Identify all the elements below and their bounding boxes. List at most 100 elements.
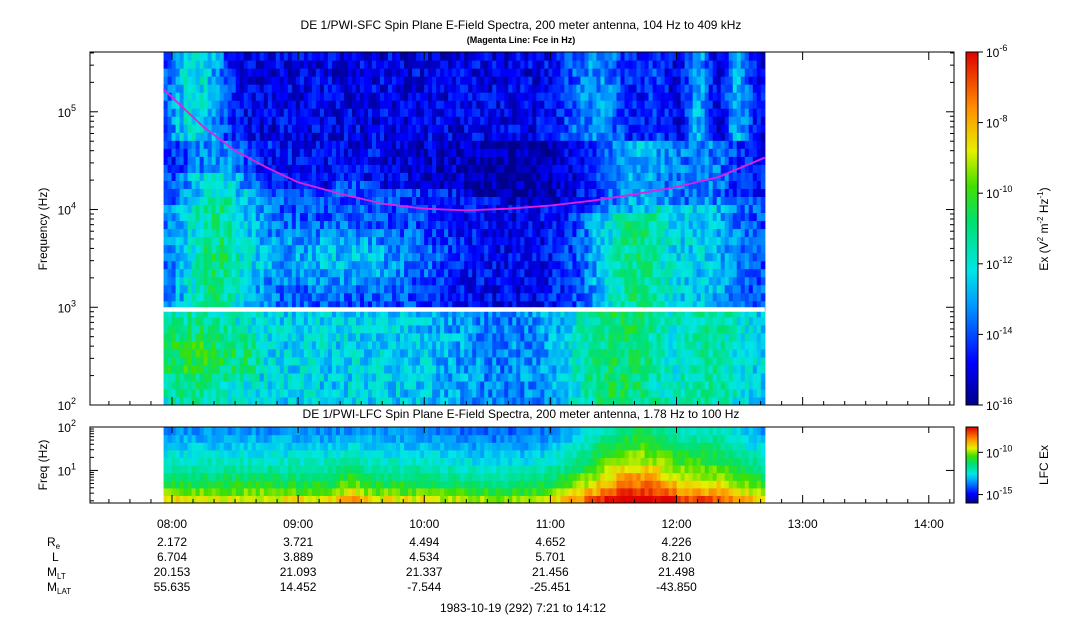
top-spectrogram-cell [500,324,505,334]
top-spectrogram-cell [420,68,425,77]
top-spectrogram-cell [299,236,305,246]
top-spectrogram-cell [380,116,385,125]
top-spectrogram-cell [424,212,429,222]
top-spectrogram-cell [508,244,513,254]
top-spectrogram-cell [175,284,181,294]
top-spectrogram-cell [440,52,445,61]
top-spectrogram-cell [444,124,449,133]
top-spectrogram-cell [372,308,377,318]
top-spectrogram-cell [307,148,313,157]
top-spectrogram-cell [420,340,425,350]
top-spectrogram-cell [404,308,409,318]
top-spectrogram-cell [480,212,485,222]
top-spectrogram-cell [267,156,273,165]
top-spectrogram-cell [243,396,249,405]
top-spectrogram-cell [339,324,345,334]
top-spectrogram-cell [323,372,329,382]
top-spectrogram-cell [584,156,590,165]
top-spectrogram-cell [251,148,257,157]
top-spectrogram-cell [207,284,213,294]
top-spectrogram-cell [408,300,413,310]
top-spectrogram-cell [464,124,469,133]
top-spectrogram-cell [195,132,201,141]
top-spectrogram-cell [584,188,590,198]
top-spectrogram-cell [420,100,425,109]
top-spectrogram-cell [452,340,457,350]
top-spectrogram-cell [444,300,449,310]
top-spectrogram-cell [576,84,582,93]
top-spectrogram-cell [187,52,193,61]
top-spectrogram-cell [227,252,233,262]
top-spectrogram-cell [388,180,393,189]
top-spectrogram-cell [604,348,610,358]
top-spectrogram-cell [460,388,465,398]
top-spectrogram-cell [476,204,481,214]
top-spectrogram-cell [448,196,453,206]
top-spectrogram-cell [367,380,373,390]
top-spectrogram-cell [179,204,185,214]
top-spectrogram-cell [355,252,361,262]
top-spectrogram-cell [199,100,205,109]
top-spectrogram-cell [311,68,317,77]
top-spectrogram-cell [416,348,421,358]
top-spectrogram-cell [432,124,437,133]
top-spectrogram-cell [524,68,529,77]
top-spectrogram-cell [588,84,594,93]
top-spectrogram-cell [183,68,189,77]
top-spectrogram-cell [416,396,421,405]
top-spectrogram-cell [400,260,405,270]
top-spectrogram-cell [564,180,569,189]
top-spectrogram-cell [592,92,598,101]
top-spectrogram-cell [331,100,337,109]
top-spectrogram-cell [420,188,425,198]
top-spectrogram-cell [367,340,373,350]
top-spectrogram-cell [203,236,209,246]
top-spectrogram-cell [392,388,397,398]
top-spectrogram-cell [191,84,197,93]
top-spectrogram-cell [255,276,261,286]
top-spectrogram-cell [287,124,293,133]
top-spectrogram-cell [480,268,485,278]
top-spectrogram-cell [179,332,185,342]
top-spectrogram-cell [243,340,249,350]
top-spectrogram-cell [275,316,281,326]
top-spectrogram-cell [279,284,285,294]
top-spectrogram-cell [203,276,209,286]
top-spectrogram-cell [199,372,205,382]
top-spectrogram-cell [372,292,377,302]
top-spectrogram-cell [468,228,473,238]
top-spectrogram-cell [355,124,361,133]
top-spectrogram-cell [600,260,606,270]
top-spectrogram-cell [355,76,361,85]
top-spectrogram-cell [303,196,309,206]
top-spectrogram-cell [420,156,425,165]
top-spectrogram-cell [275,212,281,222]
top-spectrogram-cell [464,60,469,69]
top-spectrogram-cell [488,284,493,294]
top-spectrogram-cell [223,300,229,310]
top-spectrogram-cell [492,156,497,165]
top-spectrogram-cell [223,172,229,181]
top-spectrogram-cell [199,308,205,318]
top-spectrogram-cell [339,148,345,157]
top-spectrogram-cell [392,196,397,206]
top-spectrogram-cell [215,180,221,189]
top-spectrogram-cell [267,316,273,326]
top-spectrogram-cell [600,372,606,382]
top-spectrogram-cell [179,236,185,246]
top-spectrogram-cell [544,340,549,350]
top-spectrogram-cell [604,340,610,350]
top-spectrogram-cell [367,188,373,198]
top-spectrogram-cell [343,292,349,302]
top-spectrogram-cell [588,292,594,302]
top-spectrogram-cell [416,132,421,141]
top-spectrogram-cell [600,292,606,302]
top-spectrogram-cell [532,332,537,342]
top-spectrogram-cell [400,124,405,133]
top-spectrogram-cell [548,92,553,101]
top-spectrogram-cell [347,148,353,157]
top-spectrogram-cell [307,308,313,318]
top-spectrogram-cell [468,220,473,230]
top-spectrogram-cell [179,92,185,101]
top-spectrogram-cell [339,292,345,302]
